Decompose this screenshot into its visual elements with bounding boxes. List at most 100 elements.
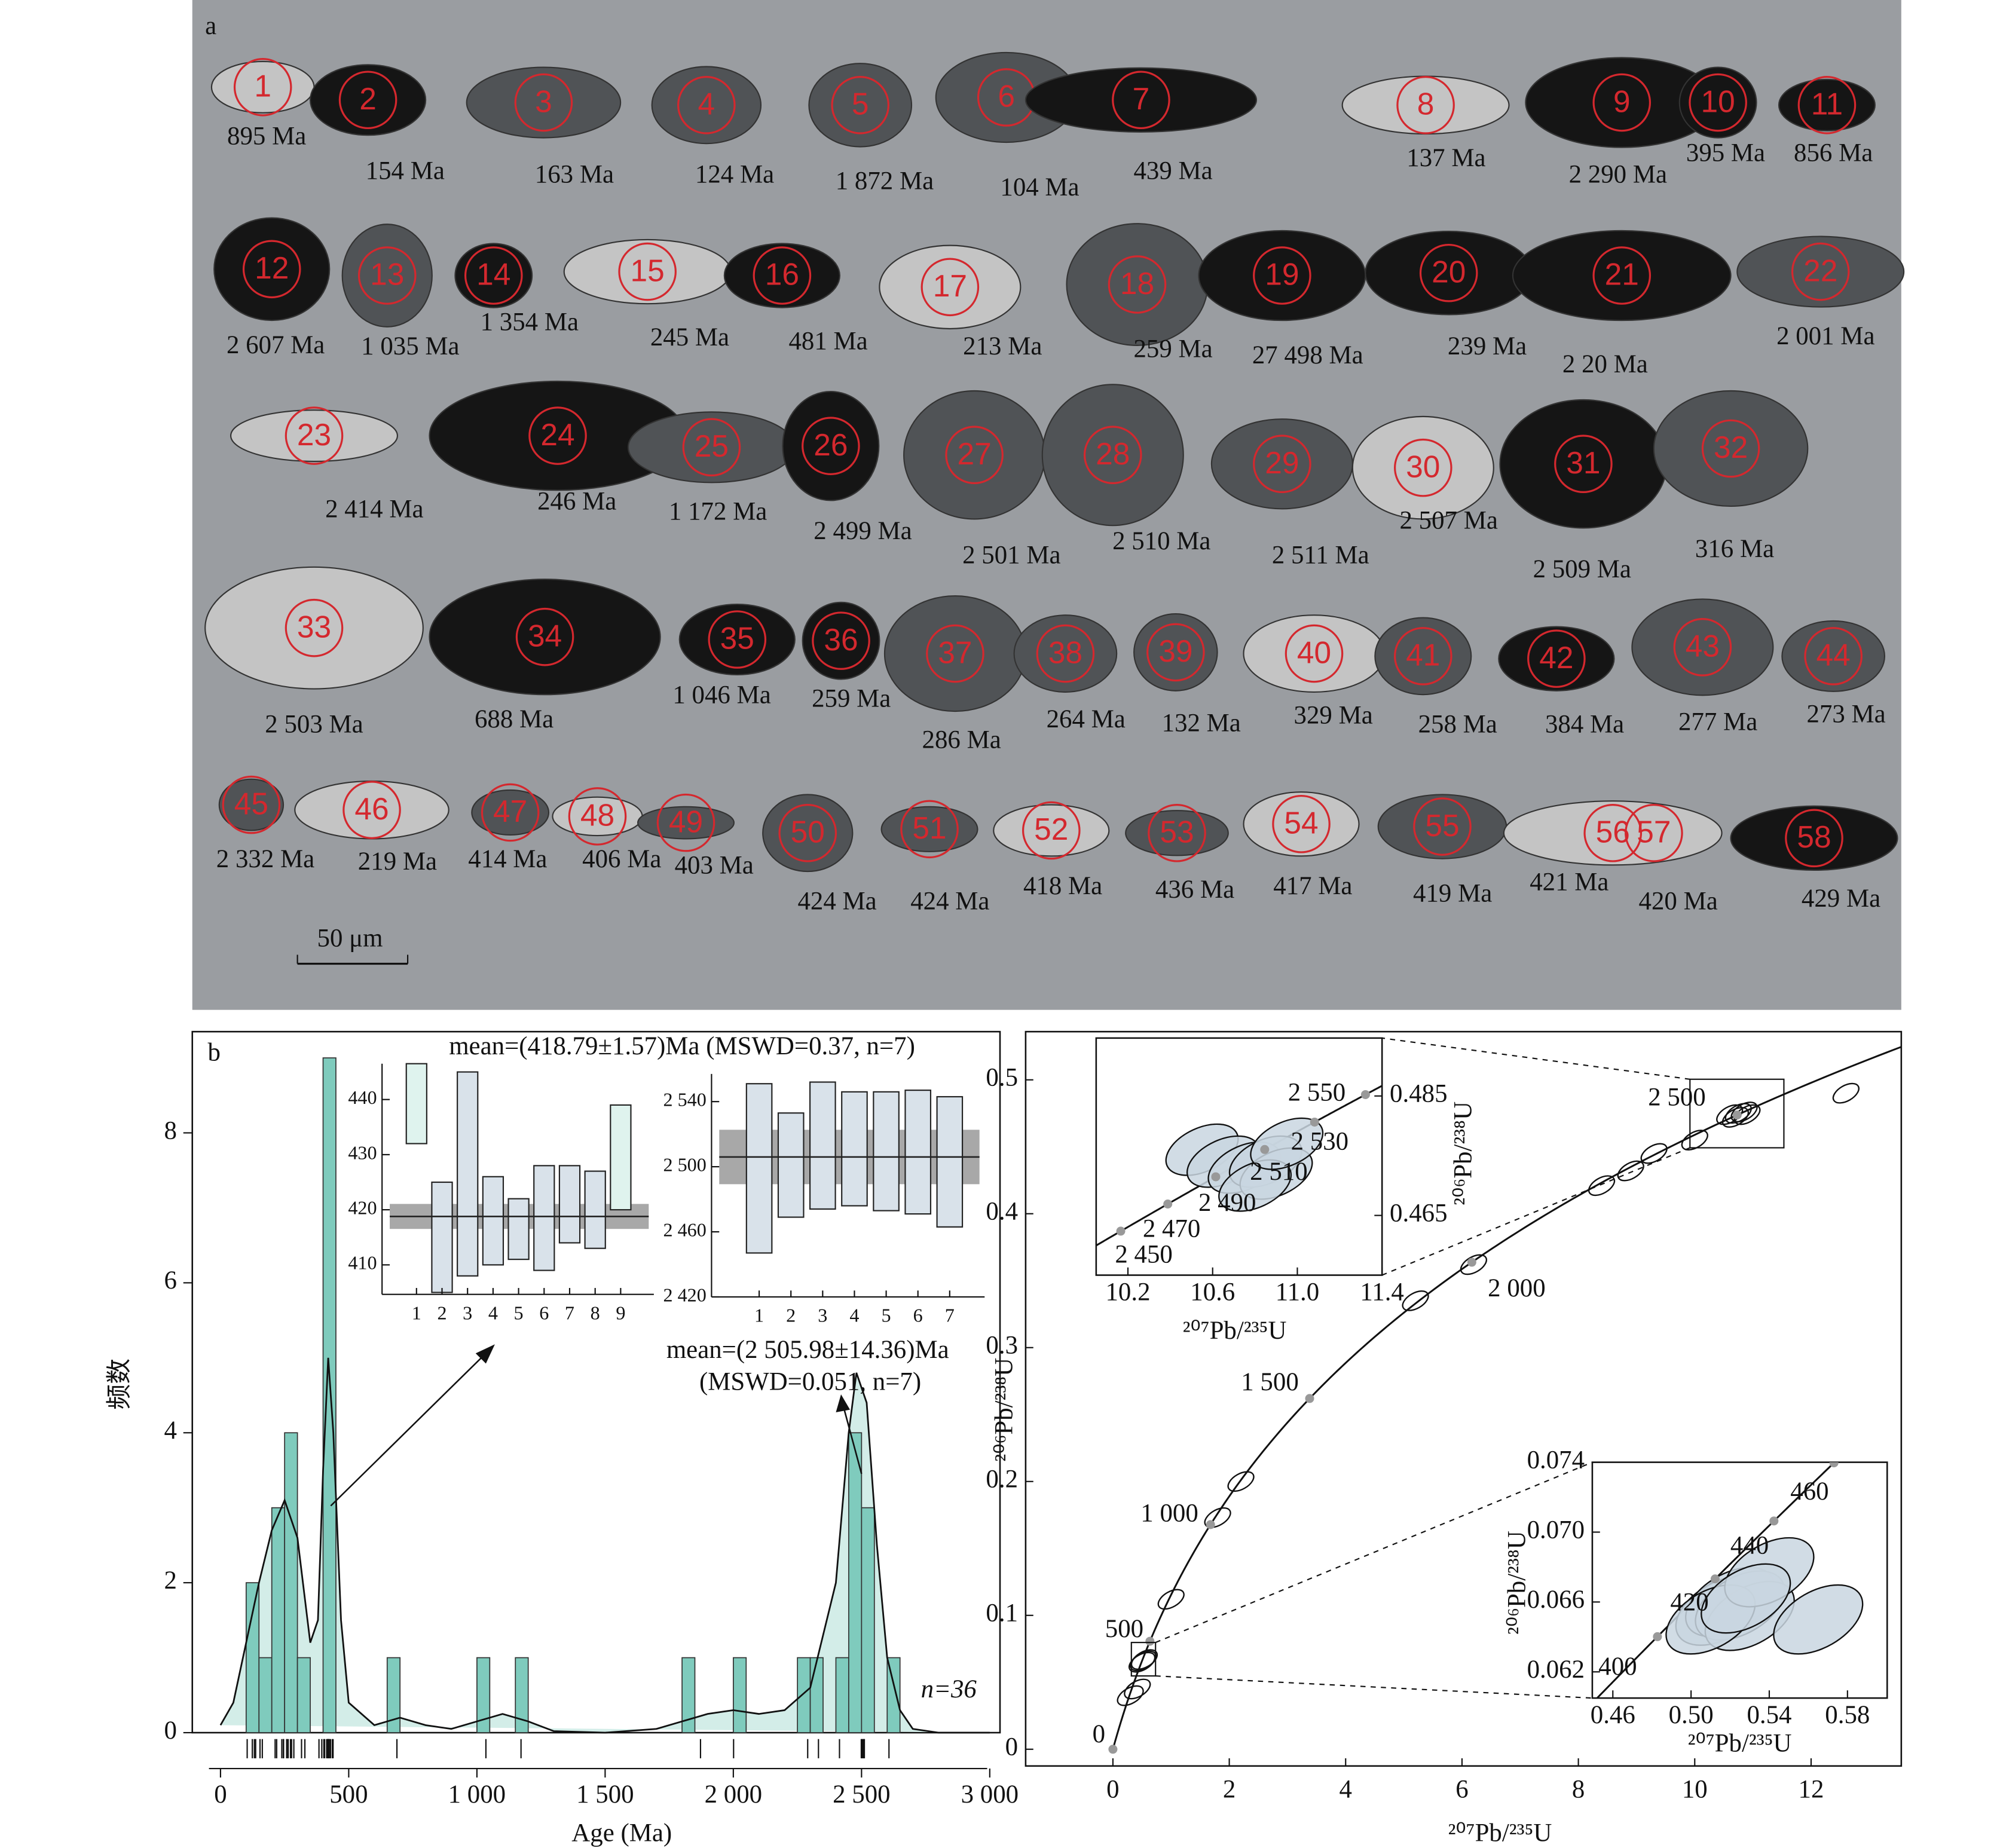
- histogram-bar: [835, 1657, 849, 1733]
- analysis-ellipse: [1721, 1107, 1750, 1128]
- grain-number: 9: [1613, 84, 1631, 118]
- analysis-spot: [618, 242, 677, 301]
- grain-age: 163 Ma: [535, 161, 614, 189]
- grain: [678, 603, 796, 676]
- analysis-spot: [481, 783, 540, 842]
- grain: [204, 566, 424, 690]
- x-tick-label: 8: [591, 1302, 600, 1323]
- grain-number: 20: [1432, 254, 1466, 289]
- analysis-ellipse: [1681, 1130, 1708, 1151]
- zoom-link: [1382, 1037, 1690, 1080]
- grain-age: 316 Ma: [1695, 535, 1774, 563]
- age-label: 0: [1093, 1720, 1105, 1748]
- y-tick-label: 420: [348, 1197, 377, 1218]
- grain-age: 329 Ma: [1294, 702, 1373, 730]
- age-label: 2 550: [1288, 1078, 1345, 1106]
- grain-age: 104 Ma: [1000, 173, 1079, 201]
- analysis-spot: [1689, 73, 1747, 132]
- age-label: 2 500: [1648, 1084, 1705, 1112]
- inset-title: mean=(2 505.98±14.36)Ma: [666, 1336, 949, 1364]
- analysis-spot: [1112, 71, 1170, 130]
- grain-number: 37: [938, 635, 972, 669]
- age-marker: [1211, 1172, 1221, 1182]
- grain-age: 403 Ma: [675, 852, 754, 880]
- x-tick-label: 1 500: [576, 1780, 634, 1809]
- grain-age: 273 Ma: [1807, 700, 1886, 728]
- grain: [1041, 384, 1184, 527]
- x-tick-label: 4: [1340, 1776, 1352, 1804]
- grain-age: 436 Ma: [1155, 876, 1234, 904]
- age-marker: [1310, 1117, 1319, 1127]
- y-tick-label: 0.2: [986, 1465, 1018, 1494]
- y-axis-title: ²⁰⁶Pb/²³⁸U: [1503, 1531, 1531, 1635]
- age-label: 460: [1790, 1477, 1828, 1506]
- age-label: 1 500: [1241, 1368, 1298, 1396]
- grain-age: 2 001 Ma: [1776, 322, 1874, 350]
- grain-number: 36: [824, 622, 858, 657]
- grain-number: 14: [476, 257, 510, 292]
- grain-number: 30: [1406, 449, 1440, 484]
- grain-number: 24: [540, 417, 574, 452]
- analysis-spot: [1785, 809, 1843, 868]
- grain-age: 424 Ma: [910, 888, 989, 916]
- grain-age: 27 498 Ma: [1252, 341, 1363, 369]
- grain-number: 39: [1158, 634, 1192, 668]
- age-marker: [1829, 1462, 1839, 1468]
- analysis-spot: [1083, 426, 1142, 484]
- grain-number: 29: [1265, 445, 1299, 480]
- histogram-bar: [886, 1657, 901, 1733]
- analysis-spot: [1394, 438, 1452, 497]
- age-label: 2 510: [1250, 1158, 1307, 1186]
- histogram-bar: [797, 1657, 811, 1733]
- error-box: [936, 1096, 964, 1228]
- histogram-bar: [476, 1657, 491, 1733]
- age-marker: [1116, 1226, 1126, 1236]
- analysis-ellipse: [1124, 1678, 1151, 1700]
- y-axis-title: ²⁰⁶Pb/²³⁸U: [990, 1358, 1019, 1462]
- grain-number: 28: [1096, 436, 1130, 471]
- arrow: [843, 1407, 863, 1474]
- grain-age: 414 Ma: [468, 845, 547, 873]
- grain-number: 56: [1596, 815, 1630, 849]
- y-tick-label: 430: [348, 1142, 377, 1163]
- grain-age: 688 Ma: [475, 705, 553, 733]
- analysis-ellipse: [1701, 1563, 1791, 1634]
- grain-number: 38: [1048, 635, 1082, 669]
- analysis-spot: [1413, 797, 1472, 856]
- x-tick-label: 3: [818, 1305, 827, 1326]
- grain: [651, 66, 762, 145]
- error-box: [610, 1104, 632, 1211]
- grain-age: 2 501 Ma: [962, 541, 1060, 570]
- grain-age: 2 20 Ma: [1562, 350, 1648, 378]
- age-label: 2 000: [1488, 1274, 1545, 1302]
- annotation: n=36: [921, 1675, 977, 1703]
- age-marker: [1163, 1200, 1173, 1209]
- grain-age: 1 872 Ma: [836, 167, 934, 195]
- grain-age: 2 509 Ma: [1533, 555, 1631, 583]
- histogram-bar: [515, 1657, 529, 1733]
- analysis-ellipse: [1250, 1117, 1324, 1170]
- grain-number: 54: [1284, 805, 1318, 840]
- analysis-spot: [1146, 623, 1205, 682]
- age-label: 2 530: [1291, 1128, 1348, 1156]
- grain-number: 3: [535, 84, 552, 118]
- y-tick-label: 0: [164, 1717, 177, 1745]
- analysis-spot: [357, 246, 417, 305]
- grain-age: 856 Ma: [1794, 139, 1873, 167]
- x-tick-label: 10: [1682, 1776, 1708, 1804]
- grain-age: 277 Ma: [1678, 708, 1757, 736]
- y-tick-label: 2 420: [663, 1284, 706, 1305]
- age-label: 2 470: [1143, 1214, 1200, 1243]
- grain: [1351, 415, 1494, 520]
- grain: [218, 778, 285, 831]
- x-axis-title: ²⁰⁷Pb/²³⁵U: [1688, 1729, 1792, 1757]
- grain-number: 5: [852, 87, 869, 121]
- x-tick-label: 1: [754, 1305, 764, 1326]
- analysis-spot: [242, 240, 301, 299]
- arrow-head: [475, 1344, 495, 1364]
- grain-age: 439 Ma: [1133, 157, 1212, 185]
- grain: [1374, 617, 1472, 696]
- grain-number: 47: [493, 794, 527, 828]
